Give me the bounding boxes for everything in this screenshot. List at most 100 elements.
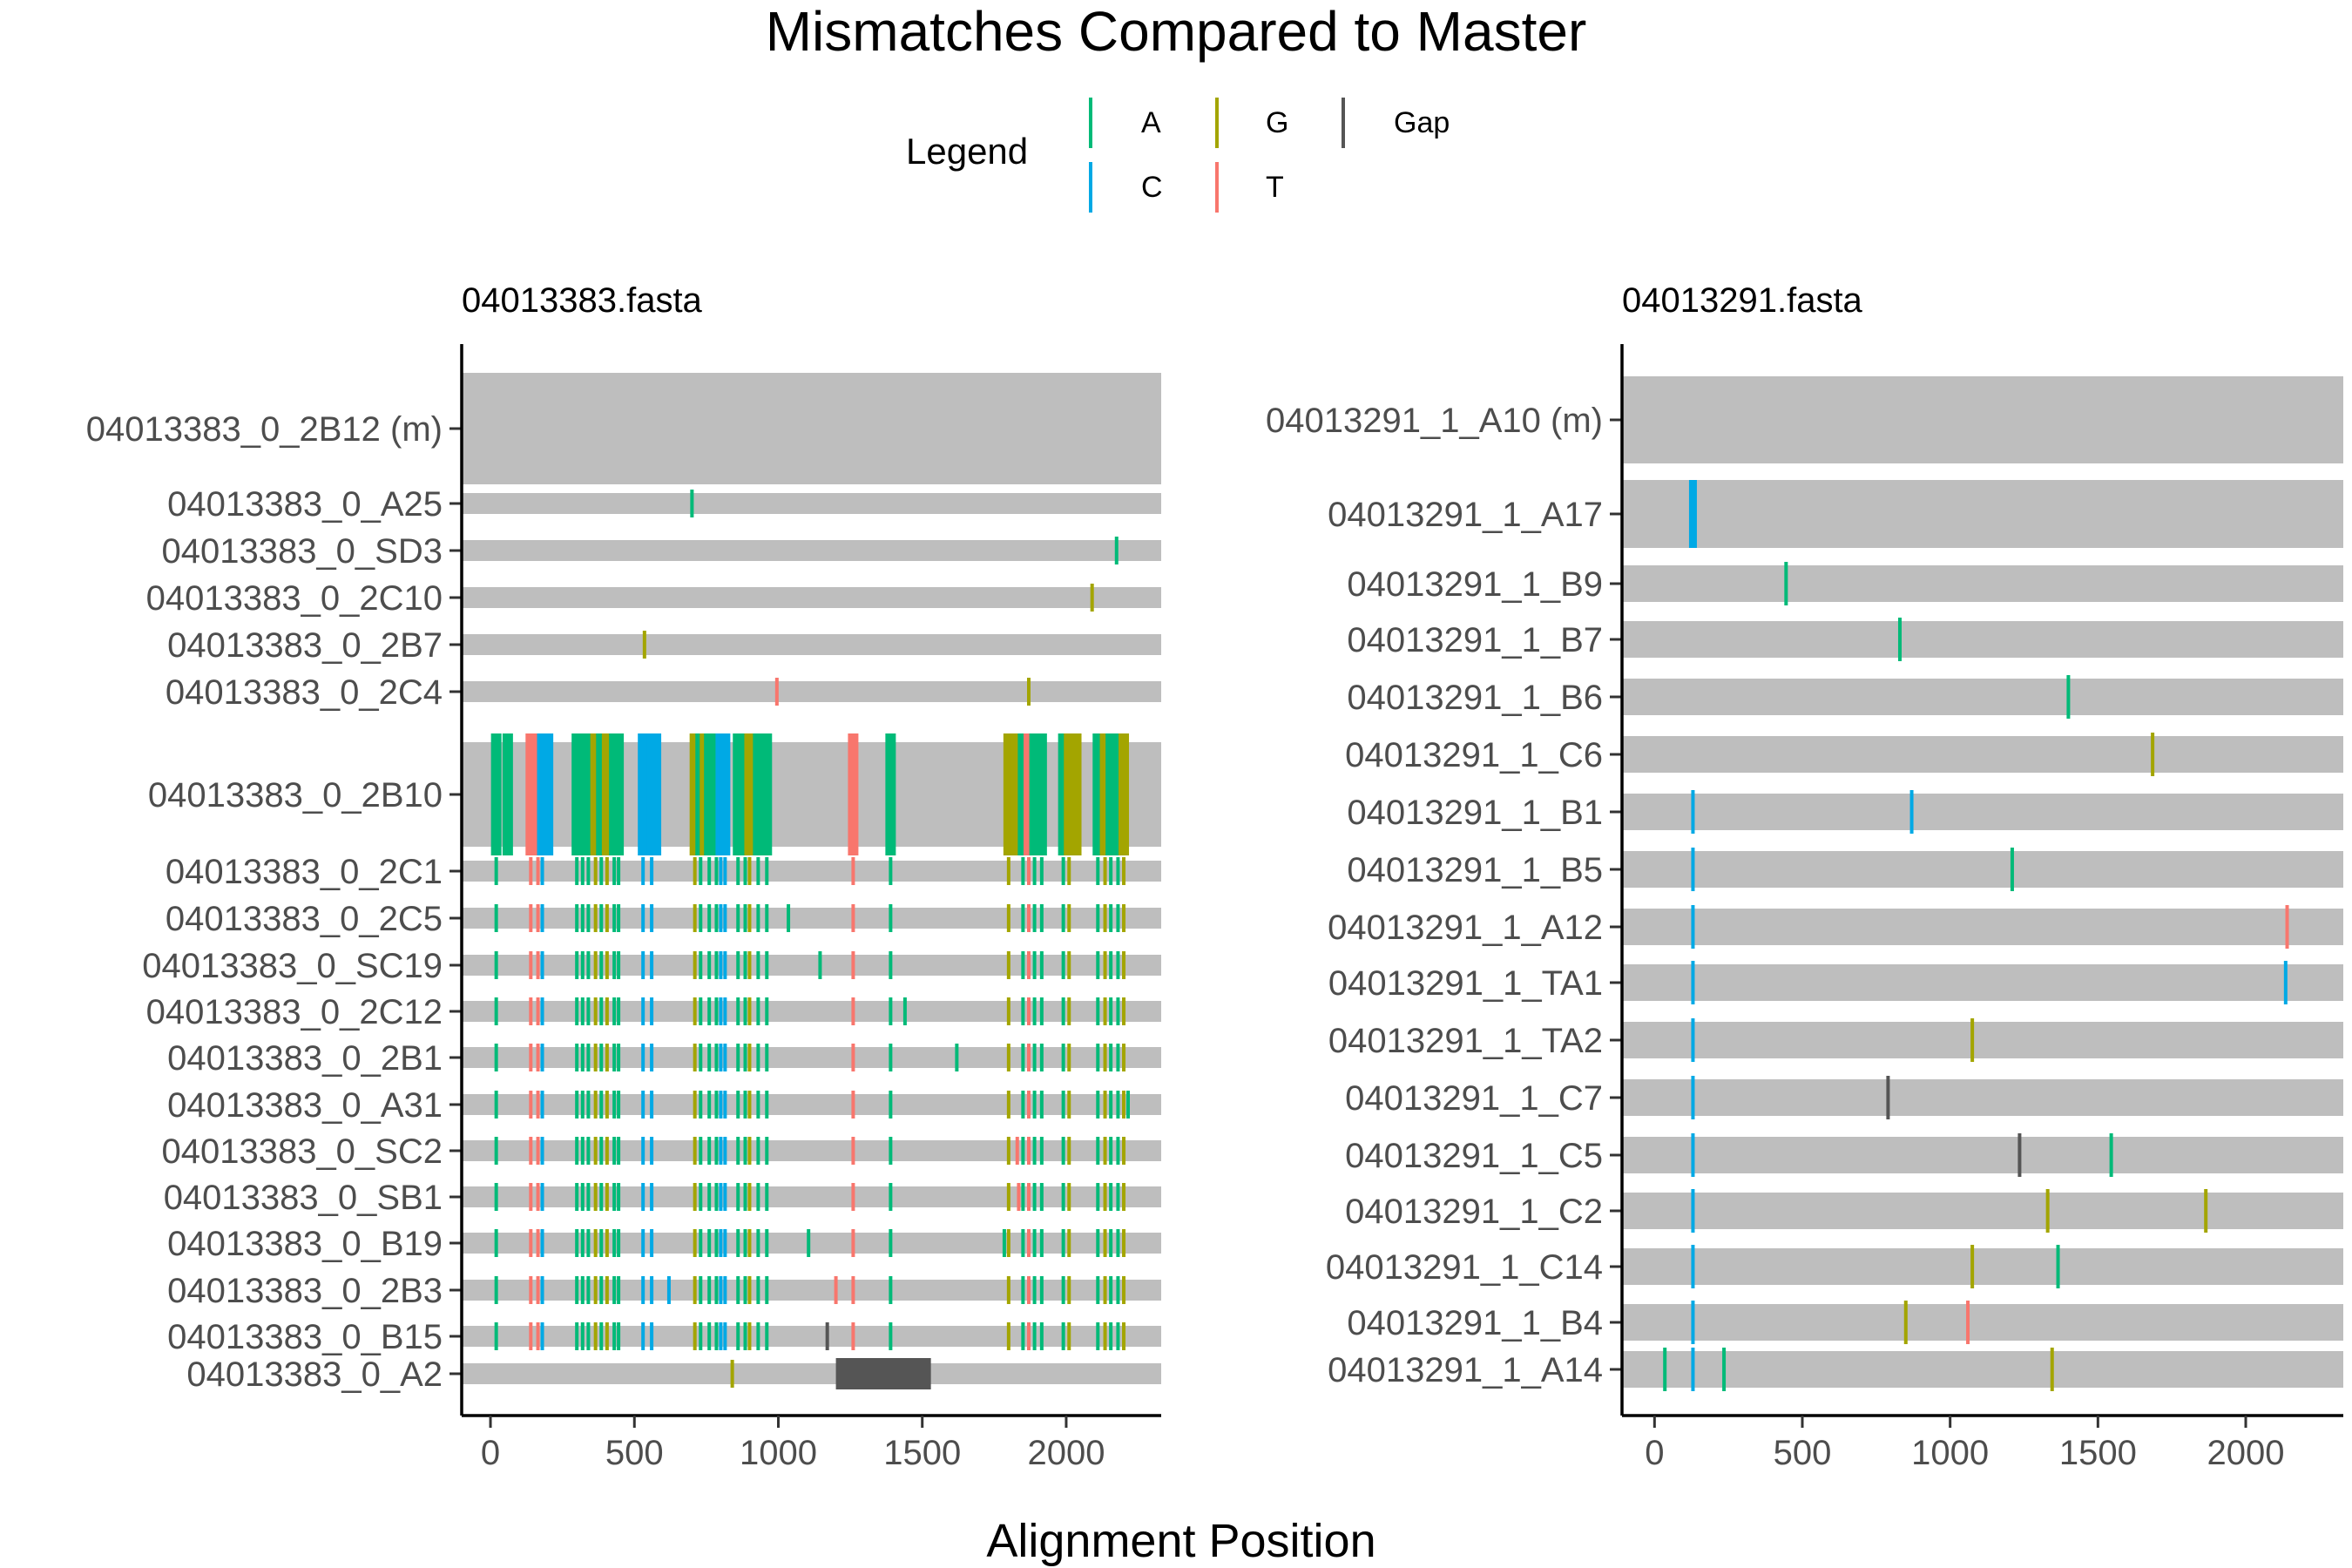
mismatch-mark-g	[2050, 1348, 2054, 1391]
mismatch-mark-a	[756, 1229, 760, 1257]
mismatch-mark-a	[1039, 951, 1044, 979]
mismatch-mark-a	[580, 857, 585, 885]
mismatch-mark-a	[1109, 1229, 1113, 1257]
mismatch-mark-a	[1096, 1276, 1100, 1304]
mismatch-mark-a	[1096, 951, 1100, 979]
mismatch-mark-a	[494, 1091, 498, 1119]
y-tick-label: 04013383_0_SB1	[164, 1179, 443, 1217]
mismatch-mark-t	[774, 678, 779, 706]
mismatch-mark-gap	[2017, 1133, 2022, 1177]
y-tick-label: 04013291_1_C2	[1345, 1193, 1603, 1231]
mismatch-mark-a	[617, 1322, 621, 1350]
mismatch-mark-a	[586, 1091, 591, 1119]
mismatch-mark-a	[1039, 1322, 1044, 1350]
mismatch-mark-a	[575, 1322, 579, 1350]
mismatch-mark-c	[641, 904, 645, 932]
mismatch-mark-a	[736, 1276, 740, 1304]
mismatch-mark-a	[617, 1091, 621, 1119]
mismatch-mark-a	[2109, 1133, 2113, 1177]
mismatch-mark-a	[743, 951, 747, 979]
mismatch-mark-c	[650, 1137, 654, 1165]
mismatch-mark-a	[494, 951, 498, 979]
mismatch-mark-g	[1122, 1183, 1126, 1211]
mismatch-mark-a	[617, 951, 621, 979]
mismatch-mark-g	[605, 857, 609, 885]
mismatch-mark-a	[714, 1229, 719, 1257]
y-tick-label: 04013383_0_SC19	[142, 947, 443, 985]
mismatch-mark-t	[536, 857, 540, 885]
mismatch-mark-g	[593, 1044, 598, 1071]
mismatch-mark-a	[494, 1183, 498, 1211]
mismatch-mark-t	[1966, 1301, 1970, 1344]
mismatch-mark-a	[1039, 1091, 1044, 1119]
mismatch-mark-a	[699, 1044, 703, 1071]
mismatch-mark-a	[575, 857, 579, 885]
mismatch-mark-a	[699, 997, 703, 1025]
mismatch-mark-c	[650, 1183, 654, 1211]
sequence-bar	[462, 540, 1161, 561]
mismatch-mark-a	[490, 733, 502, 855]
mismatch-mark-t	[529, 1183, 533, 1211]
legend-key-gap	[1342, 98, 1345, 148]
mismatch-mark-g	[605, 1183, 609, 1211]
mismatch-mark-t	[1026, 857, 1031, 885]
mismatch-mark-a	[1109, 1276, 1113, 1304]
mismatch-mark-a	[756, 857, 760, 885]
mismatch-mark-t	[529, 1322, 533, 1350]
mismatch-mark-a	[612, 1276, 617, 1304]
mismatch-mark-g	[1006, 857, 1010, 885]
mismatch-mark-a	[818, 951, 822, 979]
mismatch-mark-a	[743, 1322, 747, 1350]
mismatch-mark-a	[736, 1137, 740, 1165]
mismatch-mark-g	[744, 733, 755, 855]
chart-title: Mismatches Compared to Master	[766, 0, 1587, 63]
legend-key-g	[1215, 98, 1219, 148]
mismatch-mark-g	[693, 1322, 697, 1350]
mismatch-mark-a	[699, 1322, 703, 1350]
mismatch-mark-g	[693, 1229, 697, 1257]
mismatch-mark-c	[540, 1091, 544, 1119]
mismatch-mark-a	[756, 1183, 760, 1211]
mismatch-mark-t	[536, 1091, 540, 1119]
mismatch-mark-a	[1096, 1137, 1100, 1165]
mismatch-mark-c	[1691, 1301, 1695, 1344]
mismatch-mark-a	[1039, 904, 1044, 932]
mismatch-mark-a	[494, 1137, 498, 1165]
mismatch-mark-a	[617, 857, 621, 885]
legend-label-t: T	[1266, 171, 1284, 204]
mismatch-mark-t	[851, 1322, 855, 1350]
mismatch-mark-c	[1691, 848, 1695, 891]
mismatch-mark-a	[714, 997, 719, 1025]
sequence-bar	[1622, 565, 2343, 602]
y-tick-label: 04013291_1_C5	[1345, 1137, 1603, 1175]
mismatch-mark-t	[851, 904, 855, 932]
mismatch-mark-a	[707, 1276, 712, 1304]
mismatch-mark-a	[707, 997, 712, 1025]
mismatch-mark-g	[1067, 1044, 1071, 1071]
mismatch-mark-a	[756, 1322, 760, 1350]
mismatch-mark-a	[612, 1137, 617, 1165]
x-tick-label: 0	[481, 1434, 500, 1472]
x-tick-label: 1500	[883, 1434, 961, 1472]
mismatch-mark-t	[536, 1044, 540, 1071]
mismatch-mark-a	[699, 951, 703, 979]
mismatch-mark-t	[1026, 1229, 1031, 1257]
y-tick-label: 04013291_1_TA1	[1328, 964, 1603, 1003]
mismatch-mark-t	[851, 1044, 855, 1071]
mismatch-mark-a	[1032, 857, 1037, 885]
mismatch-mark-c	[641, 1183, 645, 1211]
sequence-bar	[462, 1140, 1161, 1161]
mismatch-mark-a	[599, 1183, 604, 1211]
mismatch-mark-a	[714, 1322, 719, 1350]
mismatch-mark-t	[536, 951, 540, 979]
mismatch-mark-c	[641, 1229, 645, 1257]
sequence-bar	[1622, 1193, 2343, 1229]
legend-key-a	[1089, 98, 1092, 148]
mismatch-mark-c	[641, 1276, 645, 1304]
mismatch-mark-a	[714, 1044, 719, 1071]
mismatch-mark-g	[1071, 733, 1082, 855]
mismatch-mark-g	[1006, 951, 1010, 979]
mismatch-mark-a	[613, 733, 625, 855]
mismatch-mark-a	[580, 1276, 585, 1304]
mismatch-mark-a	[580, 904, 585, 932]
